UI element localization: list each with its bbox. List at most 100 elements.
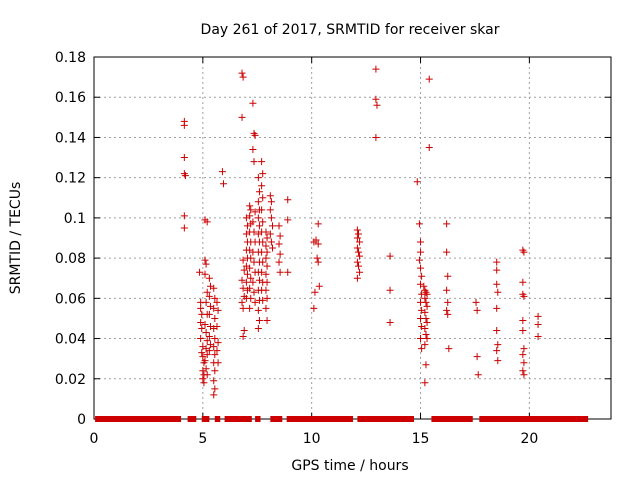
data-point <box>444 310 452 318</box>
data-point <box>413 178 421 186</box>
data-point <box>493 266 501 274</box>
data-point <box>418 345 426 353</box>
data-point <box>425 144 433 151</box>
x-tick-label: 0 <box>90 431 99 447</box>
data-point <box>211 314 219 322</box>
data-point <box>266 206 274 214</box>
data-point <box>263 316 271 324</box>
data-point <box>247 274 255 282</box>
data-point <box>519 367 527 375</box>
x-tick-label: 15 <box>412 431 430 447</box>
data-point <box>238 298 246 306</box>
data-point <box>423 290 431 298</box>
data-point <box>202 329 210 337</box>
data-point <box>213 298 221 306</box>
data-point <box>276 250 284 258</box>
data-point <box>267 198 275 206</box>
data-point <box>275 222 283 230</box>
data-point <box>519 327 527 335</box>
data-point <box>180 117 188 125</box>
data-point <box>239 304 247 312</box>
data-point <box>423 302 431 310</box>
y-tick-labels: 0 0.02 0.04 0.06 0.08 0.1 0.12 0.14 0.16 0.18 <box>55 50 86 428</box>
y-axis-label: SRMTID / TECUs <box>8 182 24 295</box>
data-point <box>239 284 247 292</box>
y-tick-label: 0 <box>77 412 86 428</box>
data-point <box>254 198 262 206</box>
data-point <box>520 371 528 379</box>
y-tick-label: 0.06 <box>55 291 86 307</box>
data-point <box>246 284 254 292</box>
data-point <box>181 172 189 180</box>
y-tick-label: 0.02 <box>55 372 86 388</box>
data-point <box>210 391 218 399</box>
data-point <box>417 248 425 256</box>
data-point <box>246 202 254 210</box>
data-point <box>534 320 542 328</box>
data-point <box>443 286 451 294</box>
data-point <box>246 304 254 312</box>
data-point <box>247 206 255 214</box>
data-point <box>422 314 430 322</box>
data-point <box>493 327 501 335</box>
data-point <box>205 333 213 341</box>
data-point <box>205 292 213 300</box>
data-point <box>203 288 211 296</box>
data-point <box>251 298 259 306</box>
data-point <box>269 222 277 230</box>
data-point <box>354 262 362 270</box>
data-point <box>473 353 481 361</box>
data-point <box>205 347 213 355</box>
data-point <box>254 325 262 332</box>
data-point <box>267 238 275 246</box>
data-point <box>262 254 270 262</box>
data-point <box>202 298 210 306</box>
data-point <box>255 222 263 230</box>
data-point <box>519 316 527 324</box>
x-axis-label: GPS time / hours <box>291 458 408 474</box>
data-point <box>211 294 219 302</box>
data-point <box>254 214 262 222</box>
data-point <box>180 154 188 162</box>
data-point <box>421 325 429 332</box>
data-point <box>520 248 528 256</box>
tick-layer <box>93 56 611 420</box>
data-point <box>473 306 481 314</box>
data-point <box>259 218 267 226</box>
data-point <box>238 69 246 77</box>
data-point <box>353 244 361 252</box>
data-point <box>534 333 542 341</box>
data-point <box>421 308 429 316</box>
data-point <box>262 286 270 294</box>
data-point <box>422 331 430 339</box>
data-point <box>180 224 188 232</box>
data-point <box>249 99 257 107</box>
data-point <box>275 240 283 248</box>
data-point <box>313 254 321 262</box>
data-point <box>474 371 482 379</box>
chart-title: Day 261 of 2017, SRMTID for receiver ska… <box>201 22 500 38</box>
data-point <box>276 232 284 240</box>
data-point <box>422 361 430 369</box>
data-point <box>200 379 208 387</box>
data-point <box>269 244 277 252</box>
data-point <box>493 280 501 288</box>
data-point <box>353 234 361 242</box>
data-point <box>276 268 284 276</box>
data-point <box>356 238 364 246</box>
data-point <box>197 304 205 312</box>
data-point <box>520 345 528 353</box>
data-point <box>246 212 254 220</box>
data-point <box>258 182 266 190</box>
y-tick-label: 0.08 <box>55 251 86 267</box>
data-point <box>493 304 501 312</box>
data-point <box>262 304 270 312</box>
data-point <box>250 228 258 236</box>
data-point <box>420 282 428 290</box>
data-point <box>254 306 262 314</box>
data-point <box>259 238 267 246</box>
data-point <box>249 278 257 286</box>
data-point <box>198 349 206 357</box>
data-point <box>197 335 205 343</box>
